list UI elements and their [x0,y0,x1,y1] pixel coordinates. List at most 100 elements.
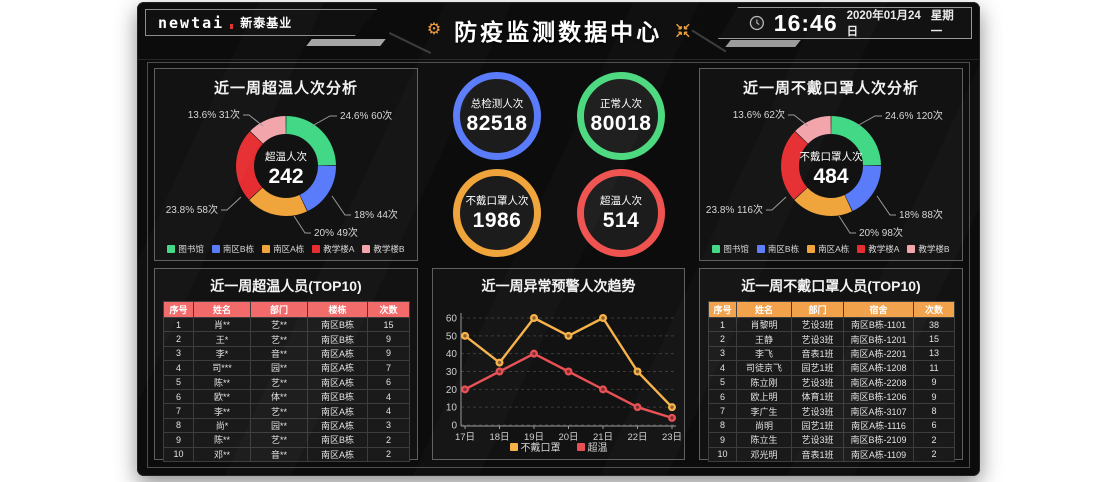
table-row: 4 司*** 园** 南区A栋 7 [163,360,410,376]
legend-item-南区A栋[interactable]: 南区A栋 [262,243,304,255]
table-cell: 园艺1班 [791,417,844,434]
header-left-slash [388,32,432,54]
donut-slice-南区B栋[interactable] [299,165,337,212]
donut-slice-教学楼A[interactable] [781,131,809,200]
data-point[interactable] [668,403,676,412]
data-point[interactable] [530,314,538,322]
fullscreen-exit-icon[interactable] [675,23,690,38]
column-header: 部门 [791,301,844,318]
legend-item-南区B栋[interactable]: 南区B栋 [211,243,254,255]
legend-swatch [857,245,866,253]
donut-slice-图书馆[interactable] [830,116,881,166]
legend-swatch [807,245,816,253]
donut-slice-教学楼A[interactable] [236,131,264,200]
table-cell: 园** [250,360,308,376]
x-tick-label: 20日 [558,432,578,443]
panel-title: 近一周超温人次分析 [213,80,358,97]
x-tick-label: 19日 [524,432,544,443]
table-cell: 3 [163,345,194,362]
callout-line [766,196,787,211]
kpi-no-mask: 不戴口罩人次 1986 [453,168,541,257]
kpi-label: 不戴口罩人次 [465,194,529,207]
legend-item-教学楼A[interactable]: 教学楼A [312,243,354,255]
data-point[interactable] [564,367,573,376]
legend-item-不戴口罩[interactable]: 不戴口罩 [509,439,561,454]
current-time: 16:46 [773,9,838,36]
column-header: 序号 [708,301,737,318]
data-point[interactable] [668,413,676,422]
kpi-label: 总检测人次 [470,98,524,111]
data-point[interactable] [461,331,469,340]
table-cell: 尚* [193,417,251,434]
table-cell: 欧** [193,388,251,405]
table-cell: 南区B栋-1201 [843,331,914,347]
data-point[interactable] [564,331,573,340]
table-cell: 南区A栋 [307,403,368,419]
table-cell: 南区B栋-1101 [843,316,914,333]
donut-slice-南区B栋[interactable] [844,165,882,212]
data-point-core [566,334,571,338]
table-row: 8 尚* 园** 南区A栋 3 [163,417,410,434]
table-cell: 艺设3班 [791,432,844,448]
donut-slice-南区A栋[interactable] [249,187,308,216]
data-point-core [601,316,605,320]
x-tick-label: 23日 [662,432,682,443]
legend-item-图书馆[interactable]: 图书馆 [167,243,204,255]
legend-item-教学楼B[interactable]: 教学楼B [362,243,405,255]
x-tick-label: 21日 [593,432,613,443]
header-right-accent [725,40,801,47]
callout-line [856,115,882,127]
data-point-core [463,387,467,392]
table-cell: 4 [163,360,194,376]
table-row: 1 肖** 艺** 南区B栋 15 [163,316,410,333]
data-point-core [670,416,674,420]
table-cell: 8 [163,417,194,434]
table-row: 2 王* 艺** 南区B栋 9 [163,331,410,347]
slice-label: 13.6% 31次 [188,108,240,121]
panel-overheat-analysis: 近一周超温人次分析 24.6% 60次 18% 44次 20% 49次 23.8% 5… [154,68,418,261]
y-tick-label: 30 [446,367,458,378]
x-tick-label: 17日 [455,432,475,443]
trend-legend: 不戴口罩 超温 [433,439,684,454]
donut-slice-教学楼B[interactable] [795,116,832,144]
data-point[interactable] [633,403,642,412]
legend-item-教学楼B[interactable]: 教学楼B [907,243,950,255]
legend-item-超温[interactable]: 超温 [576,439,608,454]
table-cell: 9 [367,345,410,362]
table-cell: 园艺1班 [791,360,844,376]
table-cell: 南区A栋-1109 [843,446,914,462]
data-point[interactable] [633,367,642,376]
data-point[interactable] [461,385,469,394]
donut-slice-教学楼B[interactable] [250,116,287,144]
legend-item-南区B栋[interactable]: 南区B栋 [756,243,799,255]
clock-icon [749,15,764,31]
table-cell: 9 [913,388,955,405]
table-cell: 38 [913,316,955,333]
data-point[interactable] [530,349,538,358]
table-cell: 尚明 [736,417,792,434]
table-row: 4 司徒京飞 园艺1班 南区A栋-1208 11 [708,360,955,376]
table-cell: 南区B栋-1206 [843,388,914,405]
table-cell: 陈立刚 [736,374,792,390]
legend-item-图书馆[interactable]: 图书馆 [712,243,749,255]
data-point[interactable] [599,314,607,322]
table-cell: 体** [250,388,308,405]
table-cell: 南区A栋 [307,360,368,376]
slice-label: 23.8% 58次 [166,203,218,216]
data-point[interactable] [599,385,607,394]
y-tick-label: 50 [446,331,458,342]
donut-slice-图书馆[interactable] [285,116,336,166]
legend-item-教学楼A[interactable]: 教学楼A [857,243,899,255]
data-point-core [635,405,640,409]
data-point[interactable] [495,367,504,376]
data-point[interactable] [495,358,504,367]
donut-slice-南区A栋[interactable] [794,187,853,216]
callout-line [243,114,264,127]
current-date: 2020年01月24日 [846,10,921,38]
table-row: 9 陈** 艺** 南区B栋 2 [163,432,410,448]
table-row: 10 邓光明 音表1班 南区A栋-1109 2 [708,446,955,462]
table-cell: 王静 [736,331,792,347]
gear-icon[interactable]: ⚙ [426,21,442,38]
table-cell: 9 [913,374,955,390]
legend-item-南区A栋[interactable]: 南区A栋 [807,243,849,255]
